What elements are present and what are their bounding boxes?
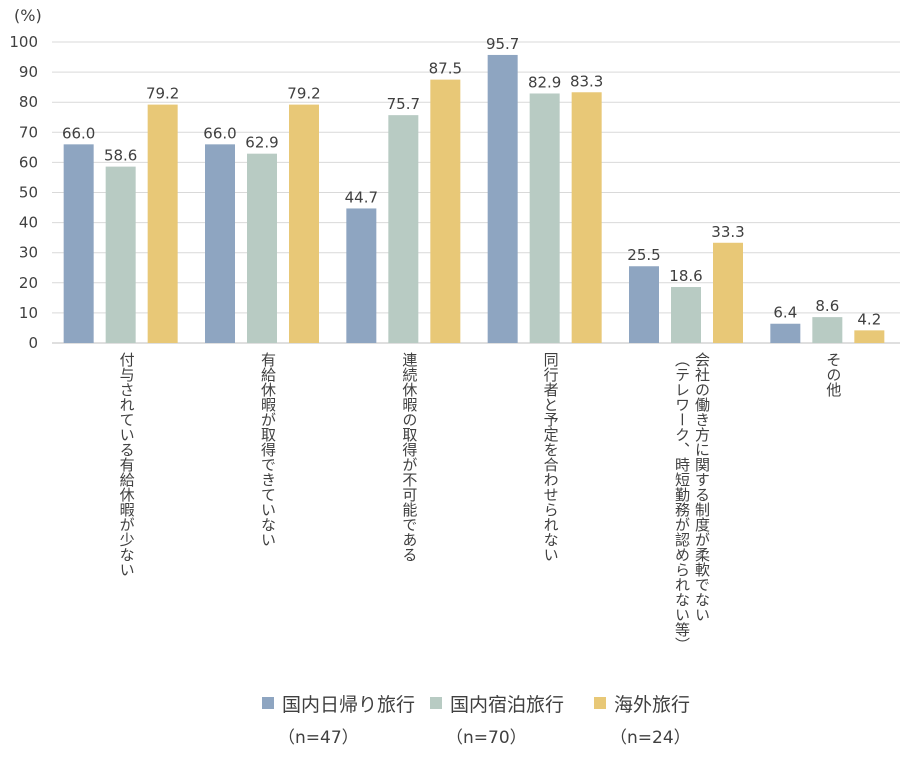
bar: [63, 144, 94, 343]
y-axis-unit-label: (%): [14, 6, 42, 25]
category-label: 有給休暇が取得できていない: [259, 352, 277, 547]
data-label: 75.7: [387, 95, 420, 113]
y-tick-label: 10: [19, 304, 38, 322]
data-label: 25.5: [627, 246, 660, 264]
bar: [289, 104, 319, 343]
y-tick-label: 30: [19, 244, 38, 262]
data-label: 58.6: [104, 147, 137, 165]
bar: [487, 54, 518, 344]
legend-swatch-overseas: [594, 697, 606, 709]
bar: [629, 266, 659, 343]
data-label: 82.9: [528, 73, 561, 91]
y-tick-label: 70: [19, 123, 38, 141]
legend-item-overseas: 海外旅行 （n=24）: [594, 690, 691, 748]
data-label: 4.2: [857, 310, 881, 328]
y-tick-label: 20: [19, 274, 38, 292]
legend: 国内日帰り旅行 （n=47） 国内宿泊旅行 （n=70） 海外旅行 （n=24）: [0, 690, 916, 760]
data-label: 66.0: [62, 124, 95, 142]
data-label: 87.5: [429, 60, 462, 78]
bar: [105, 166, 136, 343]
bar: [247, 153, 277, 343]
bar: [388, 115, 419, 343]
legend-n-overseas: （n=24）: [610, 728, 691, 748]
category-label: 同行者と予定を合わせられない: [542, 352, 560, 562]
bar: [529, 93, 560, 343]
data-label: 62.9: [245, 134, 278, 152]
bar: [147, 104, 178, 343]
data-label: 79.2: [287, 85, 320, 103]
y-tick-label: 60: [19, 153, 38, 171]
y-tick-label: 50: [19, 184, 38, 202]
data-label: 95.7: [486, 35, 519, 53]
legend-label-overseas: 海外旅行: [614, 694, 691, 716]
legend-swatch-domestic-stay: [430, 697, 442, 709]
data-label: 79.2: [146, 85, 179, 103]
bar: [770, 323, 801, 343]
category-label: その他: [824, 352, 842, 398]
data-label: 33.3: [711, 223, 744, 241]
data-label: 8.6: [815, 297, 839, 315]
bar: [430, 79, 461, 343]
bar: [571, 92, 602, 343]
y-tick-label: 100: [9, 33, 38, 51]
bar: [671, 287, 701, 343]
legend-swatch-domestic-day: [262, 697, 274, 709]
category-label: 付与されている有給休暇が少ない: [118, 352, 136, 577]
bar: [205, 144, 235, 343]
legend-label-domestic-stay: 国内宿泊旅行: [450, 694, 565, 716]
data-label: 66.0: [203, 124, 236, 142]
bar: [854, 330, 885, 343]
legend-item-domestic-day: 国内日帰り旅行 （n=47）: [262, 690, 415, 748]
data-label: 18.6: [669, 267, 702, 285]
data-label: 44.7: [345, 188, 378, 206]
legend-n-domestic-day: （n=47）: [278, 728, 359, 748]
y-tick-label: 40: [19, 214, 38, 232]
y-tick-label: 80: [19, 93, 38, 111]
y-tick-label: 90: [19, 63, 38, 81]
category-label: 会社の働き方に関する制度が柔軟でない: [693, 352, 711, 622]
data-label: 6.4: [773, 304, 797, 322]
legend-label-domestic-day: 国内日帰り旅行: [282, 694, 416, 716]
data-label: 83.3: [570, 72, 603, 90]
bar: [713, 242, 743, 343]
bar: [346, 208, 377, 343]
y-tick-label: 0: [28, 334, 38, 352]
bar: [812, 317, 843, 343]
category-label: （テレワーク、時短勤務が認められない等）: [673, 352, 691, 652]
bar-chart: 0 10 20 30 40 50 60 70 80 90 100 66.0 58.6 79.2 付与されてい…: [9, 33, 900, 652]
category-label: 連続休暇の取得が不可能である: [400, 352, 418, 562]
legend-n-domestic-stay: （n=70）: [446, 728, 527, 748]
legend-item-domestic-stay: 国内宿泊旅行 （n=70）: [430, 690, 564, 748]
